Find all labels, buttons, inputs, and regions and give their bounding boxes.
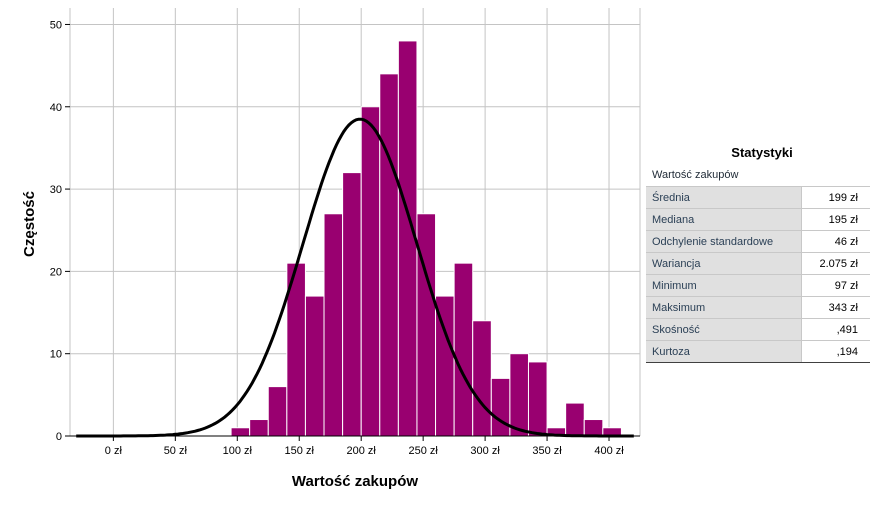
statistic-value: 195 zł (801, 208, 870, 231)
statistic-name: Wariancja (646, 252, 802, 275)
histogram-bar (342, 172, 362, 437)
x-tick-label: 250 zł (408, 445, 438, 457)
x-tick-label: 0 zł (105, 445, 123, 457)
statistics-variable: Wartość zakupów (646, 163, 870, 186)
normal-curve (76, 117, 634, 438)
statistic-value: 2.075 zł (801, 252, 870, 275)
statistic-name: Odchylenie standardowe (646, 230, 802, 253)
statistic-value: ,194 (801, 340, 870, 363)
histogram-bar (583, 419, 604, 437)
statistic-name: Minimum (646, 274, 802, 297)
statistics-grid: Średnia 199 zł Mediana 195 zł Odchylenie sta… (646, 186, 870, 363)
histogram-bar (230, 427, 251, 437)
statistics-title: Statystyki (731, 145, 793, 160)
histogram-bar (416, 213, 437, 437)
y-axis-ticks: 0 10 20 30 40 50 (50, 19, 70, 443)
statistic-value: 199 zł (801, 186, 870, 209)
x-axis-ticks: 0 zł 50 zł 100 zł 150 zł 200 zł 250 zł 300 zł 3… (105, 436, 624, 457)
y-tick-label: 10 (50, 349, 62, 361)
histogram-bars (230, 40, 622, 437)
statistic-name: Mediana (646, 208, 802, 231)
histogram-bar (509, 353, 529, 437)
histogram-bar (453, 262, 474, 437)
histogram-bar (379, 73, 399, 437)
x-tick-label: 100 zł (223, 445, 253, 457)
statistic-value: 343 zł (801, 296, 870, 319)
x-tick-label: 150 zł (285, 445, 315, 457)
y-axis-title: Częstość (21, 191, 38, 257)
x-tick-label: 300 zł (470, 445, 500, 457)
statistic-value: ,491 (801, 318, 870, 341)
y-tick-label: 20 (50, 266, 62, 278)
y-tick-label: 30 (50, 184, 62, 196)
y-tick-label: 50 (50, 19, 62, 31)
y-tick-label: 40 (50, 102, 62, 114)
histogram-bar (490, 377, 511, 437)
statistic-value: 97 zł (801, 274, 870, 297)
statistic-name: Średnia (646, 186, 802, 209)
statistics-row: Skośność ,491 (646, 318, 870, 341)
statistics-row: Kurtoza ,194 (646, 340, 870, 363)
x-tick-label: 400 zł (594, 445, 624, 457)
x-tick-label: 200 zł (347, 445, 377, 457)
histogram-bar (527, 361, 548, 437)
statistics-row: Odchylenie standardowe 46 zł (646, 230, 870, 253)
statistic-value: 46 zł (801, 230, 870, 253)
statistics-row: Minimum 97 zł (646, 274, 870, 297)
histogram-bar (249, 419, 269, 437)
statistic-name: Maksimum (646, 296, 802, 319)
statistic-name: Skośność (646, 318, 802, 341)
statistics-row: Maksimum 343 zł (646, 296, 870, 319)
histogram-bar (304, 295, 325, 437)
histogram-bar (267, 386, 288, 437)
histogram-bar (360, 106, 381, 437)
statistics-row: Mediana 195 zł (646, 208, 870, 231)
histogram-bar (565, 402, 585, 437)
x-axis-title: Wartość zakupów (292, 473, 418, 490)
statistics-row: Wariancja 2.075 zł (646, 252, 870, 275)
statistic-name: Kurtoza (646, 340, 802, 363)
x-tick-label: 350 zł (532, 445, 562, 457)
x-tick-label: 50 zł (164, 445, 188, 457)
histogram-bar (323, 213, 344, 437)
histogram-bar (472, 320, 492, 437)
statistics-row: Średnia 199 zł (646, 186, 870, 209)
y-tick-label: 0 (56, 431, 62, 443)
statistics-table: Statystyki Wartość zakupów Średnia 199 zł… (646, 143, 870, 363)
